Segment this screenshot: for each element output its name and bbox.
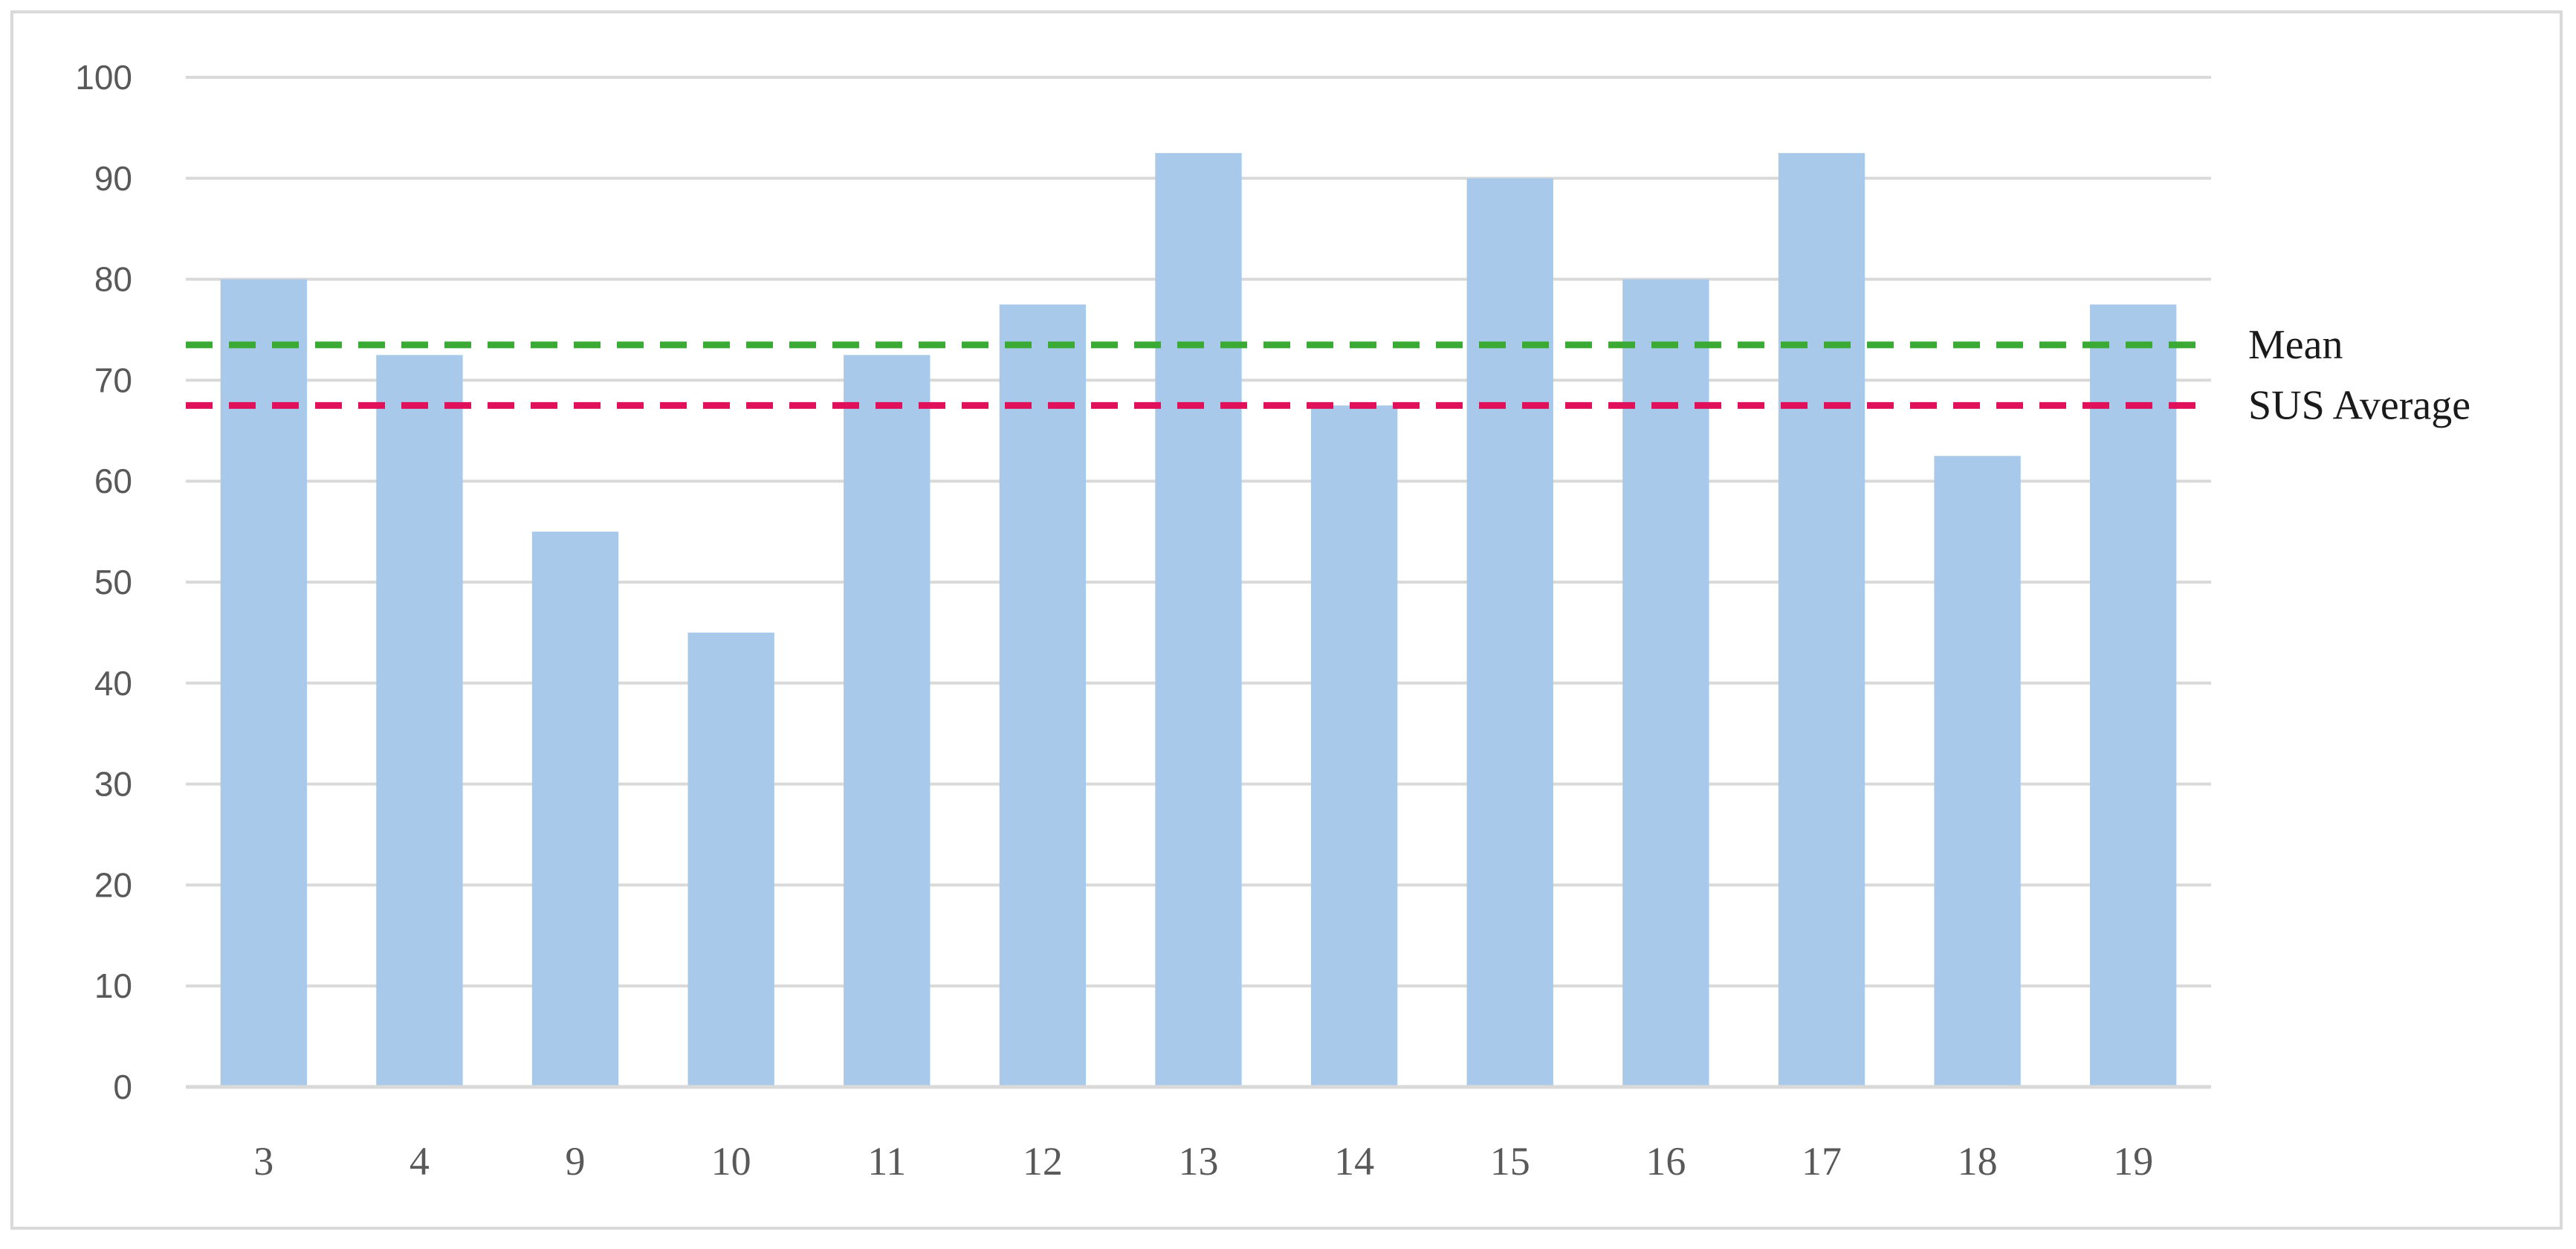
bar: [2090, 304, 2177, 1087]
x-tick-label: 19: [2113, 1139, 2153, 1184]
y-axis-ticks: 0 10 20 30 40 50 60 70 80 90 100: [75, 58, 132, 1106]
bar: [220, 279, 307, 1088]
y-tick-label: 50: [94, 563, 132, 601]
bar: [1934, 456, 2021, 1087]
bar: [1310, 405, 1398, 1087]
x-tick-label: 13: [1179, 1139, 1219, 1184]
bar: [1778, 152, 1865, 1088]
y-tick-label: 10: [94, 966, 132, 1005]
bar: [844, 355, 931, 1087]
y-tick-label: 80: [94, 260, 132, 299]
x-tick-label: 17: [1802, 1139, 1842, 1184]
x-axis-ticks: 3 4 9 10 11 12 13 14 15 16 17 18 19: [253, 1139, 2153, 1184]
x-tick-label: 10: [711, 1139, 751, 1184]
bars: [220, 152, 2177, 1088]
bar: [1155, 152, 1242, 1088]
y-tick-label: 90: [94, 159, 132, 198]
x-tick-label: 14: [1334, 1139, 1374, 1184]
x-tick-label: 16: [1645, 1139, 1686, 1184]
x-tick-label: 15: [1490, 1139, 1530, 1184]
reference-line-label: Mean: [2248, 322, 2343, 368]
x-tick-label: 4: [410, 1139, 430, 1184]
bar: [1622, 279, 1709, 1088]
bar: [376, 355, 463, 1087]
x-tick-label: 18: [1958, 1139, 1998, 1184]
bar: [1466, 178, 1553, 1087]
y-tick-label: 0: [113, 1068, 132, 1106]
bar: [687, 632, 774, 1087]
x-tick-label: 12: [1023, 1139, 1063, 1184]
reference-lines: Mean SUS Average: [186, 322, 2470, 428]
y-tick-label: 40: [94, 664, 132, 703]
y-tick-label: 60: [94, 462, 132, 500]
y-tick-label: 70: [94, 361, 132, 399]
y-tick-label: 20: [94, 865, 132, 904]
bar: [999, 304, 1087, 1087]
y-tick-label: 30: [94, 765, 132, 804]
x-tick-label: 3: [253, 1139, 274, 1184]
x-tick-label: 9: [566, 1139, 586, 1184]
y-tick-label: 100: [75, 58, 132, 97]
reference-line-label: SUS Average: [2248, 382, 2470, 428]
bar: [531, 532, 619, 1087]
x-tick-label: 11: [867, 1139, 906, 1184]
